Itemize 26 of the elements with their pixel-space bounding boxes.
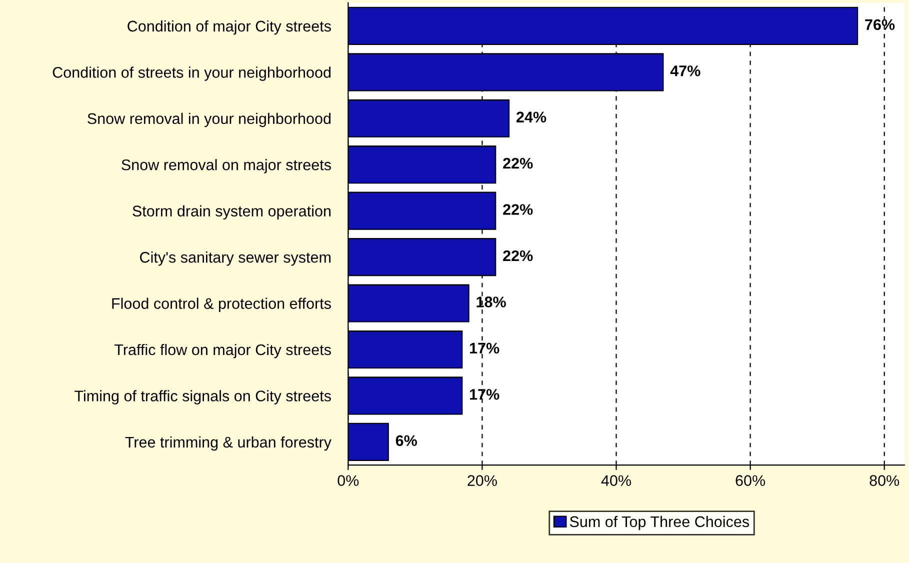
x-tick-label: 20% [468,475,497,486]
data-label: 22% [503,204,533,215]
data-label: 17% [470,342,500,354]
y-tick-label: Storm drain system operation [132,205,330,220]
x-tick-label: 80% [870,475,900,486]
y-tick-label: Timing of traffic signals on City streets [74,390,331,404]
data-label: 76% [865,19,895,30]
y-tick-label: Condition of streets in your neighborhood [52,66,331,81]
legend-label: Sum of Top Three Choices [570,516,750,530]
y-tick-label: Snow removal on major streets [122,159,331,174]
y-tick-label: Condition of major City streets [128,20,331,35]
data-label: 24% [516,112,546,122]
y-tick-label: Flood control & protection efforts [112,298,331,312]
x-tick-label: 0% [338,475,359,486]
data-label: 47% [670,65,700,76]
data-label: 22% [503,250,533,262]
data-label: 6% [396,435,417,446]
data-label: 17% [470,389,500,400]
y-tick-label: City's sanitary sewer system [140,252,330,266]
y-tick-label: Traffic flow on major City streets [114,344,331,358]
x-tick-label: 60% [736,475,766,486]
data-label: 22% [503,158,533,169]
x-tick-label: 40% [601,475,631,486]
y-tick-label: Tree trimming & urban forestry [125,436,332,451]
data-label: 18% [476,296,506,308]
y-tick-label: Snow removal in your neighborhood [88,112,331,128]
